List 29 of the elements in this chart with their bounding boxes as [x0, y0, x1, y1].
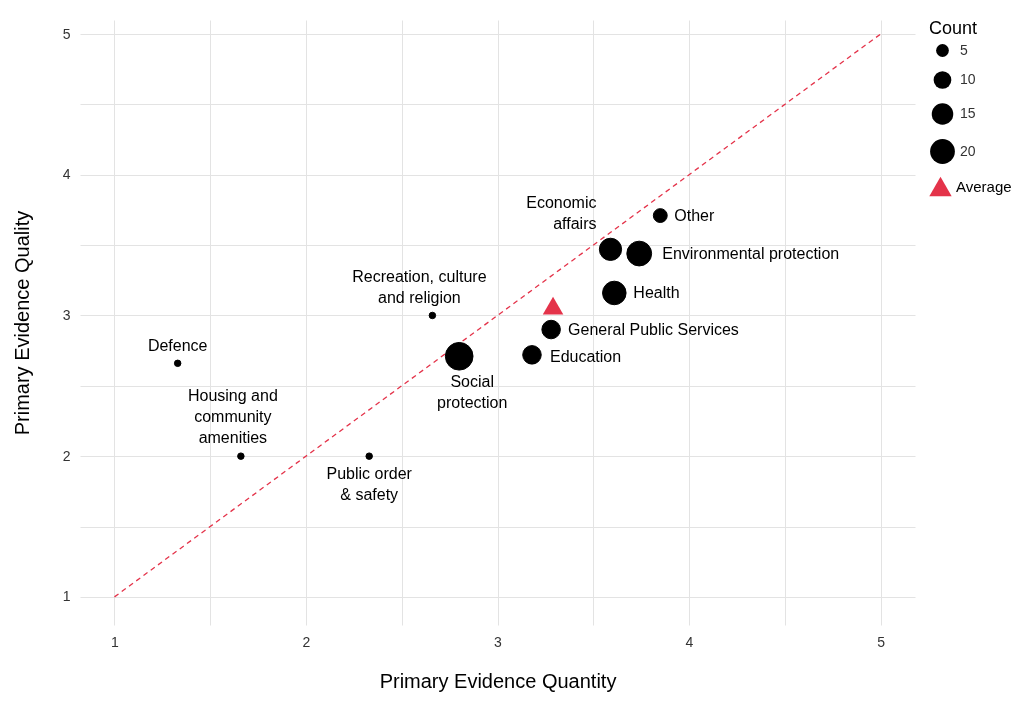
- legend-label: 15: [960, 105, 976, 121]
- annotation: Recreation, culture and religion: [352, 268, 487, 307]
- annotation: Public order & safety: [326, 465, 413, 504]
- legend-label: Average: [956, 177, 1012, 195]
- annotation: Health: [633, 283, 680, 301]
- legend-title: Count: [929, 18, 978, 38]
- legend-label: 20: [960, 142, 976, 159]
- x-tick-label: 4: [685, 633, 694, 650]
- x-tick-label: 3: [494, 633, 503, 650]
- y-tick-label: 1: [62, 588, 71, 605]
- x-axis-title: Primary Evidence Quantity: [379, 669, 617, 692]
- y-tick-label: 4: [62, 166, 71, 183]
- annotation: Education: [549, 347, 622, 365]
- y-tick-label: 3: [62, 306, 71, 323]
- x-tick-label: 1: [111, 633, 120, 650]
- annotation: Other: [674, 206, 715, 224]
- annotation: Defence: [147, 337, 208, 355]
- legend-label: 10: [960, 71, 976, 87]
- y-axis-title: Primary Evidence Quality: [10, 210, 33, 436]
- annotation: Environmental protection: [662, 244, 840, 262]
- y-tick-label: 5: [62, 25, 71, 42]
- annotation: Economic affairs: [526, 194, 597, 233]
- annotation: Social protection: [437, 373, 508, 412]
- annotation: General Public Services: [568, 320, 739, 338]
- annotation: Housing and community amenities: [187, 387, 278, 447]
- y-tick-label: 2: [62, 447, 71, 464]
- x-tick-label: 2: [302, 633, 311, 650]
- legend-label: 5: [960, 41, 968, 58]
- x-tick-label: 5: [877, 633, 886, 650]
